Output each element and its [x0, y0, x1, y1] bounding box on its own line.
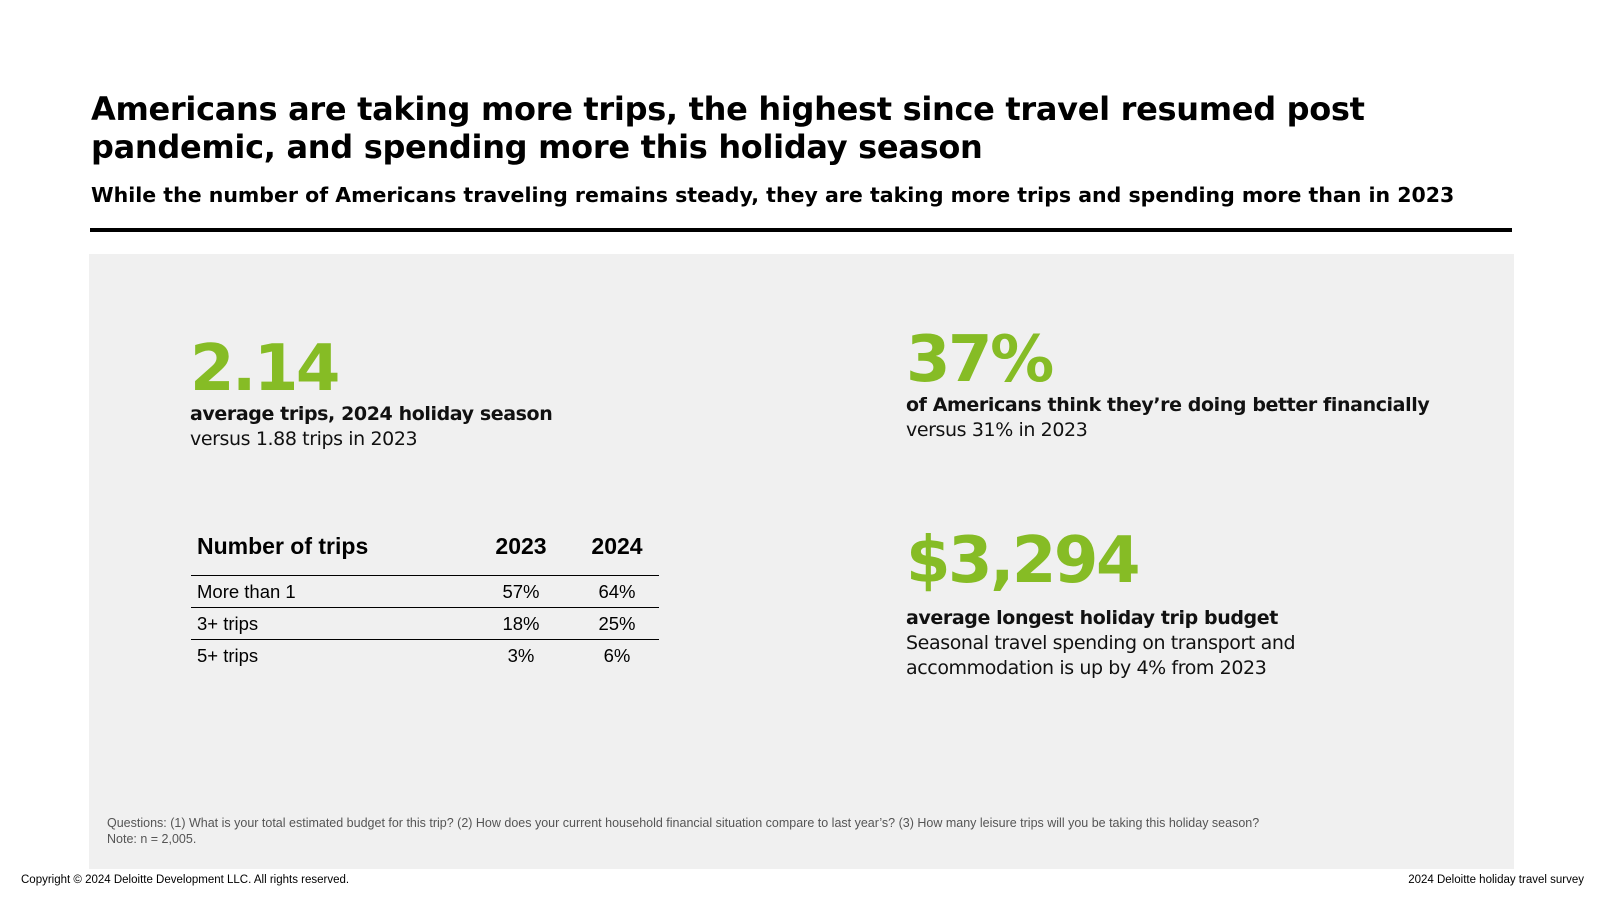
table-cell-trips: More than 1: [191, 575, 467, 608]
stat-average-trips-note: versus 1.88 trips in 2023: [190, 428, 418, 450]
table-cell-2024: 25%: [575, 607, 659, 640]
stat-budget: $3,294 average longest holiday trip budg…: [906, 528, 1326, 681]
stat-average-trips: 2.14 average trips, 2024 holiday season …: [190, 332, 553, 452]
table-cell-2024: 6%: [603, 644, 631, 666]
table-row: 5+ trips 3% 6%: [191, 640, 659, 672]
table-header-row: Number of trips 2023 2024: [191, 521, 659, 576]
stat-financial: 37% of Americans think they’re doing bet…: [906, 323, 1430, 443]
page-subtitle: While the number of Americans traveling …: [91, 183, 1455, 207]
table-header-2024: 2024: [575, 521, 659, 576]
copyright-notice: Copyright © 2024 Deloitte Development LL…: [21, 874, 350, 886]
table-row: More than 1 57% 64%: [191, 575, 659, 608]
table-row: 3+ trips 18% 25%: [191, 607, 659, 640]
footnote: Questions: (1) What is your total estima…: [107, 815, 1259, 847]
table-cell-2023: 3%: [507, 644, 535, 666]
table-cell-2024: 64%: [575, 575, 659, 608]
stat-financial-label: of Americans think they’re doing better …: [906, 394, 1430, 416]
stat-budget-note: Seasonal travel spending on transport an…: [906, 632, 1296, 679]
stat-financial-note: versus 31% in 2023: [906, 419, 1088, 441]
table-header-number-of-trips: Number of trips: [191, 521, 467, 576]
table-cell-trips: 5+ trips: [197, 644, 259, 666]
footnote-questions: Questions: (1) What is your total estima…: [107, 816, 1260, 830]
trips-table: Number of trips 2023 2024 More than 1 57…: [191, 521, 659, 671]
stat-budget-label: average longest holiday trip budget: [906, 607, 1278, 629]
stat-budget-value: $3,294: [906, 524, 1140, 598]
table-cell-2023: 57%: [467, 575, 575, 608]
page-title: Americans are taking more trips, the hig…: [91, 90, 1365, 166]
stat-average-trips-value: 2.14: [190, 332, 340, 406]
footnote-note: Note: n = 2,005.: [107, 832, 197, 846]
stat-financial-value: 37%: [906, 323, 1054, 397]
table-cell-trips: 3+ trips: [191, 607, 467, 640]
header-divider: [90, 228, 1512, 232]
survey-source: 2024 Deloitte holiday travel survey: [1408, 874, 1584, 886]
table-cell-2023: 18%: [467, 607, 575, 640]
table-header-2023: 2023: [467, 521, 575, 576]
stat-average-trips-label: average trips, 2024 holiday season: [190, 403, 553, 425]
